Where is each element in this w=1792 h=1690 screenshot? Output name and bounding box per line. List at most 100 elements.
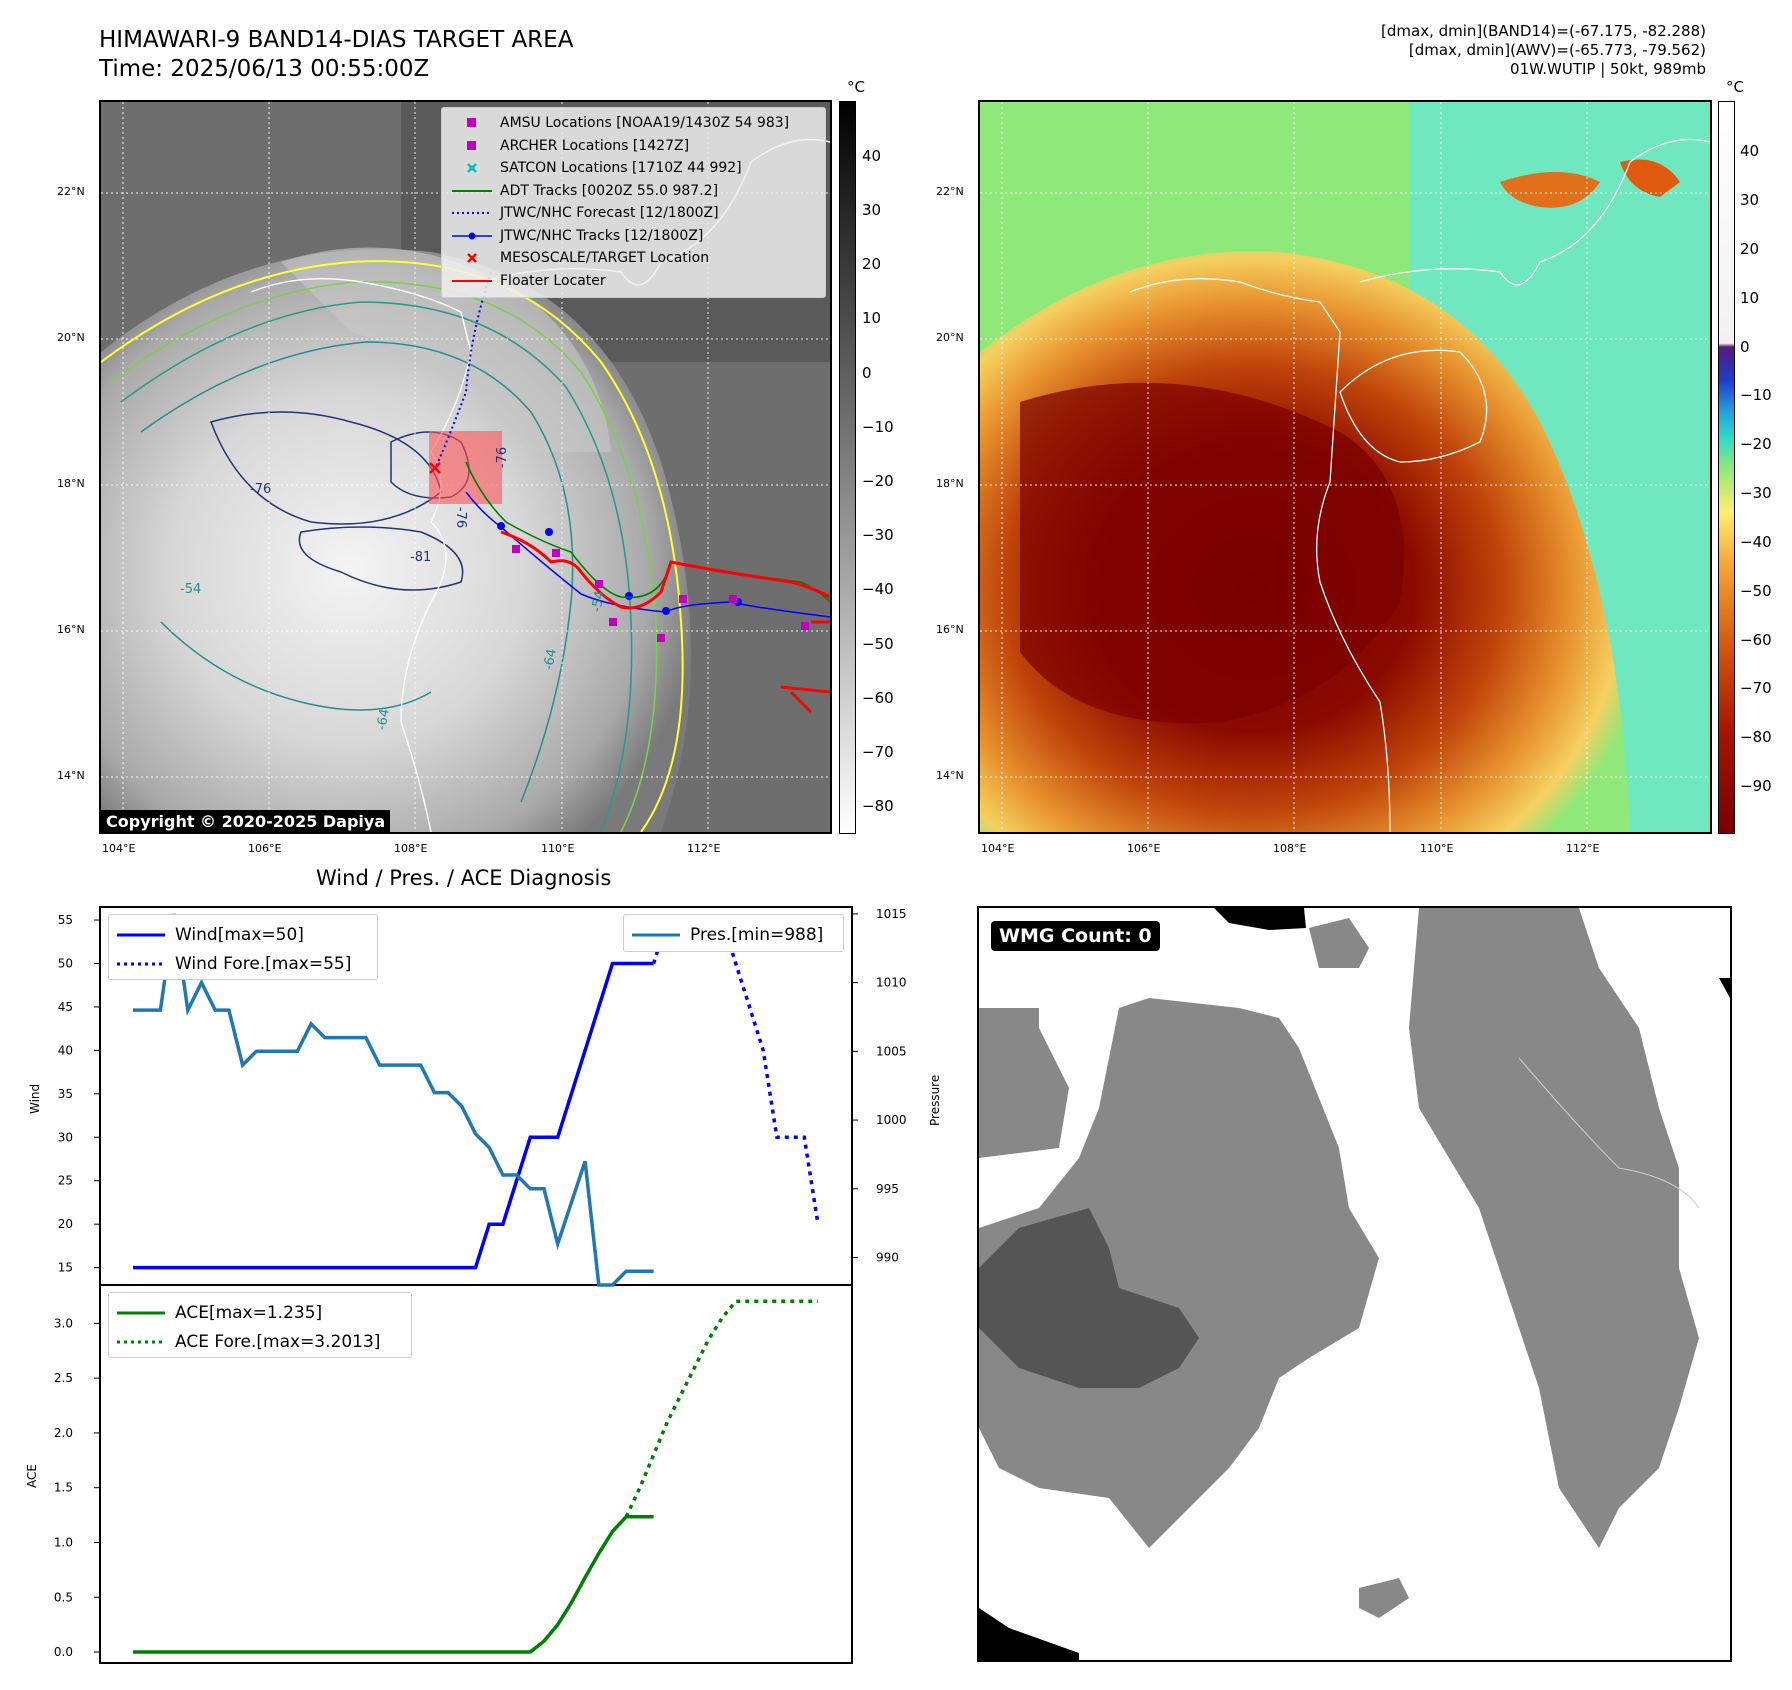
tick-label: 1015 [876,907,907,921]
tick-label: 1.0 [54,1535,73,1549]
legend-label: MESOSCALE/TARGET Location [500,250,710,267]
colorbar-right [1718,101,1735,834]
legend-item: AMSU Locations [NOAA19/1430Z 54 983] [450,112,817,135]
colorbar-tick: −40 [862,580,894,598]
colorbar-tick: −70 [862,743,894,761]
tick-label: 2.5 [54,1371,73,1385]
diag-title: Wind / Pres. / ACE Diagnosis [316,866,612,890]
adt-track [465,461,830,603]
lon-label: 106°E [1127,842,1161,855]
awv-map-grid [980,102,1710,832]
tick-label: 995 [876,1182,899,1196]
lat-label: 16°N [57,623,85,636]
colorbar-tick: 30 [1740,191,1760,209]
legend-item: SATCON Locations [1710Z 44 992] [450,157,817,180]
wind-axis-ticks: 15 20 25 30 35 40 45 50 55 [58,913,100,1275]
magenta-square-icon [450,140,494,151]
colorbar-tick: −60 [1740,631,1772,649]
ace-legend: ACE[max=1.235] ACE Fore.[max=3.2013] [108,1292,412,1358]
tick-label: 55 [58,913,73,927]
tick-label: 1.5 [54,1481,73,1495]
series-line [624,1299,818,1518]
tick-label: 1010 [876,976,907,990]
colorbar-tick: −20 [1740,435,1772,453]
colorbar-left-unit: °C [847,78,865,96]
colorbar-tick: −50 [1740,582,1772,600]
legend-item: Pres.[min=988] [632,920,835,949]
colorbar-tick: 20 [862,255,882,273]
jtwc-forecast-track [435,271,492,468]
legend-label: ACE Fore.[max=3.2013] [175,1331,381,1352]
tick-label: 0.0 [54,1645,73,1659]
lon-label: 104°E [981,842,1015,855]
colorbar-tick: −10 [1740,386,1772,404]
right-title: [dmax, dmin](BAND14)=(-67.175, -82.288) … [1381,22,1706,79]
map-legend: AMSU Locations [NOAA19/1430Z 54 983] ARC… [441,107,826,298]
colorbar-tick: 10 [862,309,882,327]
series-line [651,918,820,1225]
colorbar-tick: 30 [862,201,882,219]
colorbar-tick: −80 [1740,728,1772,746]
right-title-line-2: [dmax, dmin](AWV)=(-65.773, -79.562) [1408,41,1706,59]
blue-dotted-line-icon [450,208,494,218]
series-line [133,961,654,1270]
right-title-line-1: [dmax, dmin](BAND14)=(-67.175, -82.288) [1381,22,1706,40]
contour-label: -54 [180,582,202,597]
colorbar-left [839,101,856,834]
legend-label: Wind Fore.[max=55] [175,953,352,974]
legend-item: MESOSCALE/TARGET Location [450,247,817,270]
magenta-square-icon [450,118,494,128]
lat-label: 18°N [936,477,964,490]
steel-blue-line-icon [632,932,680,938]
tick-label: 990 [876,1251,899,1265]
tick-label: 20 [58,1217,73,1231]
colorbar-tick: −30 [862,526,894,544]
lon-label: 110°E [1420,842,1454,855]
legend-label: ACE[max=1.235] [175,1302,323,1323]
tick-label: 15 [58,1261,73,1275]
legend-label: SATCON Locations [1710Z 44 992] [500,160,742,177]
lon-label: 108°E [394,842,428,855]
title-line-2: Time: 2025/06/13 00:55:00Z [99,56,430,82]
lat-label: 20°N [57,331,85,344]
legend-label: AMSU Locations [NOAA19/1430Z 54 983] [500,115,790,132]
pressure-axis-ticks: 990 995 1000 1005 1010 1015 [852,907,907,1265]
colorbar-tick: −50 [862,635,894,653]
legend-label: Pres.[min=988] [690,924,824,945]
floater-locater [500,530,830,714]
colorbar-tick: 10 [1740,289,1760,307]
tick-label: 45 [58,1000,73,1014]
colorbar-tick: −90 [1740,777,1772,795]
legend-label: Floater Locater [500,272,606,289]
ir-map-grid [101,102,830,832]
lon-label: 108°E [1273,842,1307,855]
wmg-mask-svg [979,908,1730,1660]
colorbar-tick: −70 [1740,679,1772,697]
lon-label: 106°E [248,842,282,855]
cyan-x-icon [450,163,494,174]
legend-label: ADT Tracks [0020Z 55.0 987.2] [500,182,719,199]
legend-label: JTWC/NHC Forecast [12/1800Z] [500,205,719,222]
colorbar-tick: 0 [862,364,872,382]
colorbar-tick: −80 [862,797,894,815]
tick-label: 0.5 [54,1590,73,1604]
tick-label: 2.0 [54,1426,73,1440]
tick-label: 40 [58,1043,73,1057]
ace-axis-label: ACE [25,1464,39,1488]
series-line [133,913,654,1287]
legend-item: ADT Tracks [0020Z 55.0 987.2] [450,180,817,203]
lat-label: 22°N [57,185,85,198]
ace-axis-ticks: 0.0 0.5 1.0 1.5 2.0 2.5 3.0 [54,1316,100,1659]
lon-label: 112°E [687,842,721,855]
green-dotted-line-icon [117,1339,165,1345]
legend-label: ARCHER Locations [1427Z] [500,137,690,154]
pressure-axis-label: Pressure [928,1074,942,1126]
ace-panel-frame [99,1284,853,1664]
series-line [133,1514,654,1654]
wind-legend: Wind[max=50] Wind Fore.[max=55] [108,914,378,980]
lat-label: 16°N [936,623,964,636]
colorbar-right-unit: °C [1726,78,1744,96]
legend-item: JTWC/NHC Tracks [12/1800Z] [450,225,817,248]
legend-item: ARCHER Locations [1427Z] [450,135,817,158]
